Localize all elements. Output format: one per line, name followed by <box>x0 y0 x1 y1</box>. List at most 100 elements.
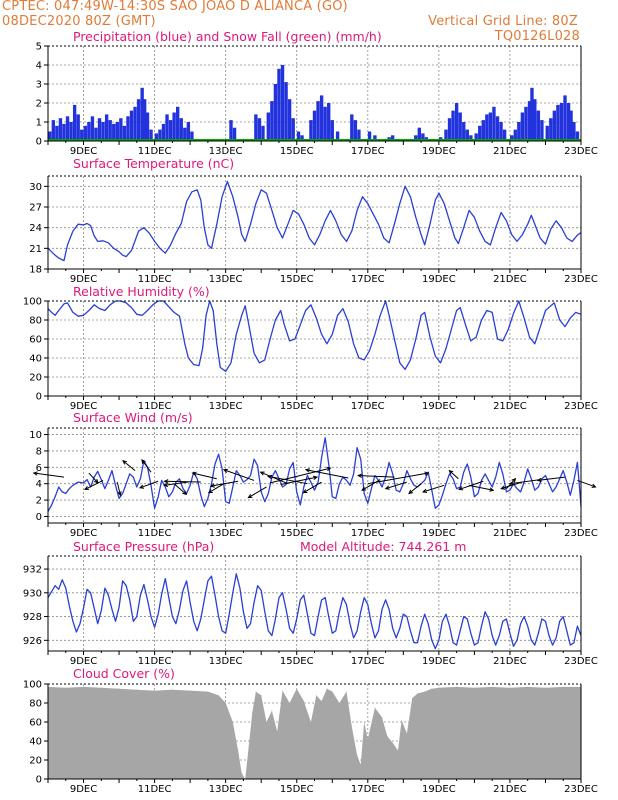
precip-bar <box>122 125 127 141</box>
precip-bar <box>183 127 187 141</box>
cloud-cover-point <box>397 750 399 751</box>
precip-bar <box>87 122 91 141</box>
precip-ytick-label: 0 <box>36 137 42 148</box>
precip-bar <box>444 129 448 141</box>
precip-ytick-label: 2 <box>36 99 42 110</box>
precip-bar <box>254 114 258 141</box>
precip-bar <box>417 127 422 141</box>
wind-xtick-label: 15DEC <box>280 528 314 539</box>
cloud-cover-point <box>381 716 383 718</box>
precip-bar <box>563 95 567 141</box>
cloud-cover-point <box>276 731 278 732</box>
wind-arrow-shaft <box>210 480 239 487</box>
temp-xtick-label: 13DEC <box>209 274 243 285</box>
wind-arrow <box>361 479 381 491</box>
wind-arrow-shaft <box>164 481 189 486</box>
precip-bar <box>94 127 98 141</box>
temp-xtick-label: 17DEC <box>351 274 385 285</box>
precip-bar <box>335 131 340 141</box>
cloud-cover-point <box>367 738 369 740</box>
temp-ytick-label: 27 <box>29 203 42 214</box>
cloud-cover-point <box>326 688 328 690</box>
wind-arrow <box>357 473 395 478</box>
cloud-cover-point <box>562 686 564 688</box>
wind-xtick-label: 9DEC <box>70 528 97 539</box>
cloud-cover-point <box>289 702 291 704</box>
cloud-cover-point <box>237 750 239 751</box>
cloud-panel <box>44 683 582 783</box>
wind-arrow-head <box>302 489 308 494</box>
pres-panel <box>44 555 582 655</box>
rh-ytick-label: 0 <box>36 392 42 403</box>
wind-arrow-head <box>591 483 597 488</box>
precip-bar <box>172 112 176 141</box>
precip-xtick-label: 17DEC <box>351 146 385 157</box>
wind-arrow <box>536 476 566 483</box>
wind-arrow <box>122 460 136 471</box>
precip-bar <box>353 120 358 141</box>
pres-ytick-label: 928 <box>23 612 42 623</box>
cloud-cover-point <box>154 690 156 692</box>
precip-bar <box>458 112 462 141</box>
wind-xtick-label: 23DEC <box>564 528 598 539</box>
wind-arrow <box>207 483 225 494</box>
rh-xtick-label: 9DEC <box>70 401 97 412</box>
wind-arrow-shaft <box>208 483 225 494</box>
wind-arrow-shaft <box>305 469 349 479</box>
precip-bar <box>447 118 452 141</box>
wind-arrow-shaft <box>268 475 308 485</box>
precip-bar <box>462 122 466 141</box>
precip-bar <box>556 104 560 141</box>
wind-arrow-head <box>304 468 310 473</box>
wind-arrow-head <box>421 488 428 493</box>
precip-bar <box>104 114 109 141</box>
wind-arrow-head <box>163 479 169 484</box>
wind-arrow <box>367 471 430 485</box>
wind-arrow-shaft <box>164 480 201 483</box>
precip-bar <box>533 99 537 141</box>
precip-bar <box>309 120 313 141</box>
wind-arrow-head <box>191 471 197 476</box>
cloud-cover-point <box>118 688 120 690</box>
precip-bar <box>161 123 166 141</box>
precip-bar <box>527 101 532 141</box>
wind-arrow-shaft <box>408 483 422 494</box>
wind-arrow-head <box>122 460 127 465</box>
precip-bar <box>168 120 173 141</box>
temp-title: Surface Temperature (nC) <box>73 156 234 171</box>
wind-ytick-label: 2 <box>36 496 42 507</box>
precip-bar <box>58 118 63 141</box>
wind-arrow-head <box>384 485 390 490</box>
pres-xtick-label: 9DEC <box>70 656 97 667</box>
cloud-cover-point <box>296 688 298 690</box>
wind-arrow-shaft <box>122 460 136 471</box>
cloud-cover-point <box>171 689 173 691</box>
wind-arrow <box>88 472 99 484</box>
cloud-cover-point <box>374 707 376 709</box>
wind-ytick-label: 8 <box>36 446 42 457</box>
precip-bar <box>367 131 372 141</box>
precip-bar <box>126 116 130 141</box>
wind-arrow-head <box>32 471 38 476</box>
precip-bar <box>552 110 557 141</box>
cloud-xtick-label: 9DEC <box>70 784 97 795</box>
cloud-ytick-label: 80 <box>29 699 42 710</box>
wind-arrow <box>83 479 104 490</box>
precip-bar <box>327 103 331 141</box>
cloud-cover-point <box>266 721 267 723</box>
cloud-cover-point <box>386 735 388 737</box>
wind-ytick-label: 4 <box>36 479 42 490</box>
cloud-cover-point <box>303 700 305 702</box>
precip-bar <box>158 129 162 141</box>
wind-arrow-head <box>83 485 89 490</box>
precip-panel <box>44 45 582 145</box>
wind-arrow-shaft <box>458 480 484 490</box>
precip-bar <box>190 131 194 141</box>
precip-bar <box>69 122 73 141</box>
precip-bar <box>83 125 87 141</box>
cloud-xtick-label: 11DEC <box>138 784 172 795</box>
cloud-cover-point <box>218 695 219 696</box>
wind-arrow <box>173 483 188 496</box>
precip-bar <box>140 87 144 141</box>
precip-bar <box>530 87 534 141</box>
